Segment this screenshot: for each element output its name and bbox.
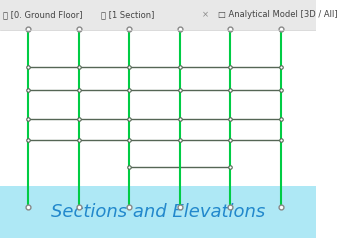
Text: Sections and Elevations: Sections and Elevations: [51, 203, 265, 221]
Text: ×: ×: [202, 10, 209, 19]
Text: □ Analytical Model [3D / All]: □ Analytical Model [3D / All]: [218, 10, 337, 19]
Text: ⎕ [1 Section]: ⎕ [1 Section]: [101, 10, 154, 19]
FancyBboxPatch shape: [0, 186, 316, 238]
Text: ⎙ [0. Ground Floor]: ⎙ [0. Ground Floor]: [3, 10, 82, 19]
FancyBboxPatch shape: [0, 0, 316, 30]
